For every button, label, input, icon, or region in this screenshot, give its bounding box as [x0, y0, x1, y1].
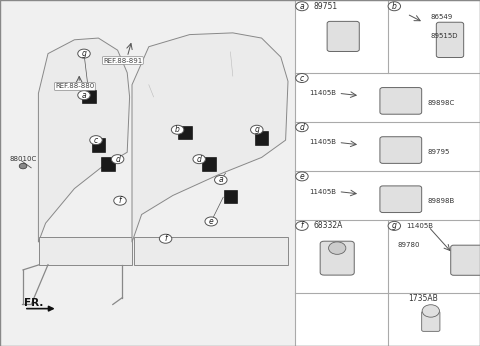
Bar [101, 157, 115, 171]
Text: 11405B: 11405B [310, 90, 336, 96]
Circle shape [251, 125, 263, 134]
Polygon shape [134, 237, 288, 265]
Text: d: d [300, 123, 304, 132]
Text: 89898C: 89898C [427, 100, 455, 106]
Text: g: g [82, 49, 86, 58]
Circle shape [193, 155, 205, 164]
Circle shape [171, 125, 184, 134]
Text: 11405B: 11405B [310, 139, 336, 145]
Text: FR.: FR. [24, 298, 43, 308]
Text: 89751: 89751 [313, 2, 337, 11]
FancyBboxPatch shape [380, 186, 421, 212]
Bar [178, 126, 192, 139]
Text: d: d [115, 155, 120, 164]
Text: f: f [164, 234, 167, 243]
Text: 89795: 89795 [427, 149, 450, 155]
Text: 86549: 86549 [431, 14, 453, 20]
Text: REF.88-891: REF.88-891 [103, 57, 143, 64]
Bar [224, 190, 237, 203]
Circle shape [78, 91, 90, 100]
Circle shape [19, 163, 27, 169]
FancyBboxPatch shape [436, 22, 464, 57]
Bar [295, 0, 480, 346]
Text: REF.88-880: REF.88-880 [55, 83, 95, 90]
Circle shape [296, 74, 308, 83]
Circle shape [296, 2, 308, 11]
Bar [202, 157, 216, 171]
Circle shape [215, 175, 227, 184]
Text: b: b [175, 125, 180, 134]
Circle shape [296, 123, 308, 132]
Text: 11405B: 11405B [310, 189, 336, 194]
Circle shape [78, 49, 90, 58]
Text: f: f [300, 221, 303, 230]
Circle shape [296, 221, 308, 230]
Polygon shape [38, 38, 130, 242]
Circle shape [205, 217, 217, 226]
Bar [82, 90, 96, 103]
Text: b: b [392, 2, 397, 11]
Text: 68332A: 68332A [313, 221, 343, 230]
Circle shape [111, 155, 124, 164]
Text: e: e [209, 217, 214, 226]
Text: d: d [197, 155, 202, 164]
Circle shape [422, 305, 440, 317]
FancyBboxPatch shape [380, 88, 421, 114]
Bar [92, 138, 105, 152]
Text: g: g [254, 125, 259, 134]
Circle shape [159, 234, 172, 243]
Text: 89515D: 89515D [431, 33, 458, 39]
Circle shape [114, 196, 126, 205]
Text: c: c [94, 136, 98, 145]
Text: 1735AB: 1735AB [408, 294, 437, 303]
FancyBboxPatch shape [380, 137, 421, 163]
FancyBboxPatch shape [320, 241, 354, 275]
Circle shape [388, 221, 400, 230]
Polygon shape [39, 237, 132, 265]
Text: a: a [82, 91, 86, 100]
Text: c: c [300, 74, 304, 83]
Text: e: e [300, 172, 304, 181]
Circle shape [328, 242, 346, 254]
Text: 89898B: 89898B [427, 198, 455, 204]
FancyBboxPatch shape [327, 21, 359, 52]
Bar [255, 131, 268, 145]
FancyBboxPatch shape [451, 245, 480, 275]
Text: 88010C: 88010C [10, 156, 37, 162]
Circle shape [90, 136, 102, 145]
Circle shape [296, 172, 308, 181]
Text: 11405B: 11405B [406, 223, 433, 229]
Text: a: a [300, 2, 304, 11]
Polygon shape [132, 33, 288, 242]
Text: f: f [119, 196, 121, 205]
Text: 89780: 89780 [397, 242, 420, 248]
FancyBboxPatch shape [421, 311, 440, 331]
Circle shape [388, 2, 400, 11]
Text: a: a [218, 175, 223, 184]
Text: g: g [392, 221, 397, 230]
